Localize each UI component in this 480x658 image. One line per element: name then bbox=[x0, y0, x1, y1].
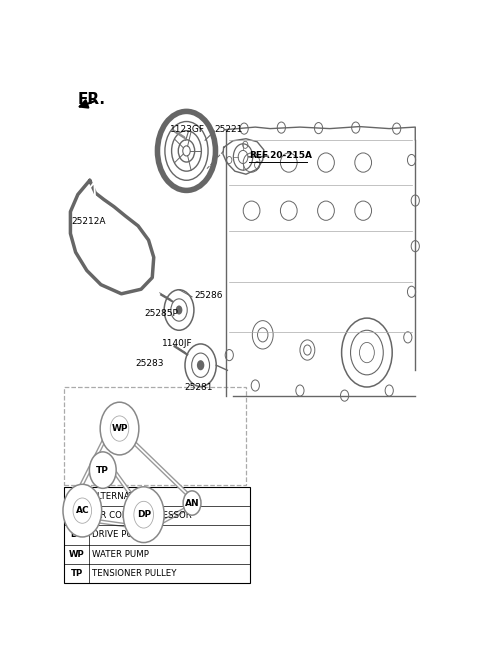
Text: AIR CON COMPRESSOR: AIR CON COMPRESSOR bbox=[92, 511, 192, 520]
Text: DRIVE PULLEY: DRIVE PULLEY bbox=[92, 530, 154, 540]
Text: DP: DP bbox=[137, 510, 151, 519]
Circle shape bbox=[183, 491, 201, 515]
Text: 25212A: 25212A bbox=[71, 217, 106, 226]
Text: AC: AC bbox=[75, 506, 89, 515]
Text: TENSIONER PULLEY: TENSIONER PULLEY bbox=[92, 569, 177, 578]
Text: ALTERNATOR: ALTERNATOR bbox=[92, 492, 148, 501]
Circle shape bbox=[197, 360, 204, 370]
Text: 1123GF: 1123GF bbox=[170, 125, 205, 134]
Text: REF.20-215A: REF.20-215A bbox=[249, 151, 312, 161]
Text: WP: WP bbox=[69, 549, 84, 559]
Text: 25221: 25221 bbox=[215, 125, 243, 134]
Text: AC: AC bbox=[70, 511, 83, 520]
Text: AN: AN bbox=[185, 499, 199, 507]
Text: WATER PUMP: WATER PUMP bbox=[92, 549, 149, 559]
Text: FR.: FR. bbox=[78, 91, 106, 107]
Text: TP: TP bbox=[71, 569, 83, 578]
Circle shape bbox=[123, 487, 164, 543]
Circle shape bbox=[176, 305, 182, 315]
Text: WP: WP bbox=[111, 424, 128, 433]
Text: TP: TP bbox=[96, 466, 109, 474]
Text: 1140JF: 1140JF bbox=[162, 339, 193, 348]
Text: 25281: 25281 bbox=[185, 382, 213, 392]
Text: 25283: 25283 bbox=[135, 359, 164, 368]
Text: DP: DP bbox=[70, 530, 83, 540]
Circle shape bbox=[89, 452, 116, 488]
Text: 25285P: 25285P bbox=[145, 309, 179, 318]
Circle shape bbox=[100, 402, 139, 455]
Text: AN: AN bbox=[70, 492, 84, 501]
Text: 25286: 25286 bbox=[194, 291, 222, 300]
Circle shape bbox=[63, 484, 102, 537]
